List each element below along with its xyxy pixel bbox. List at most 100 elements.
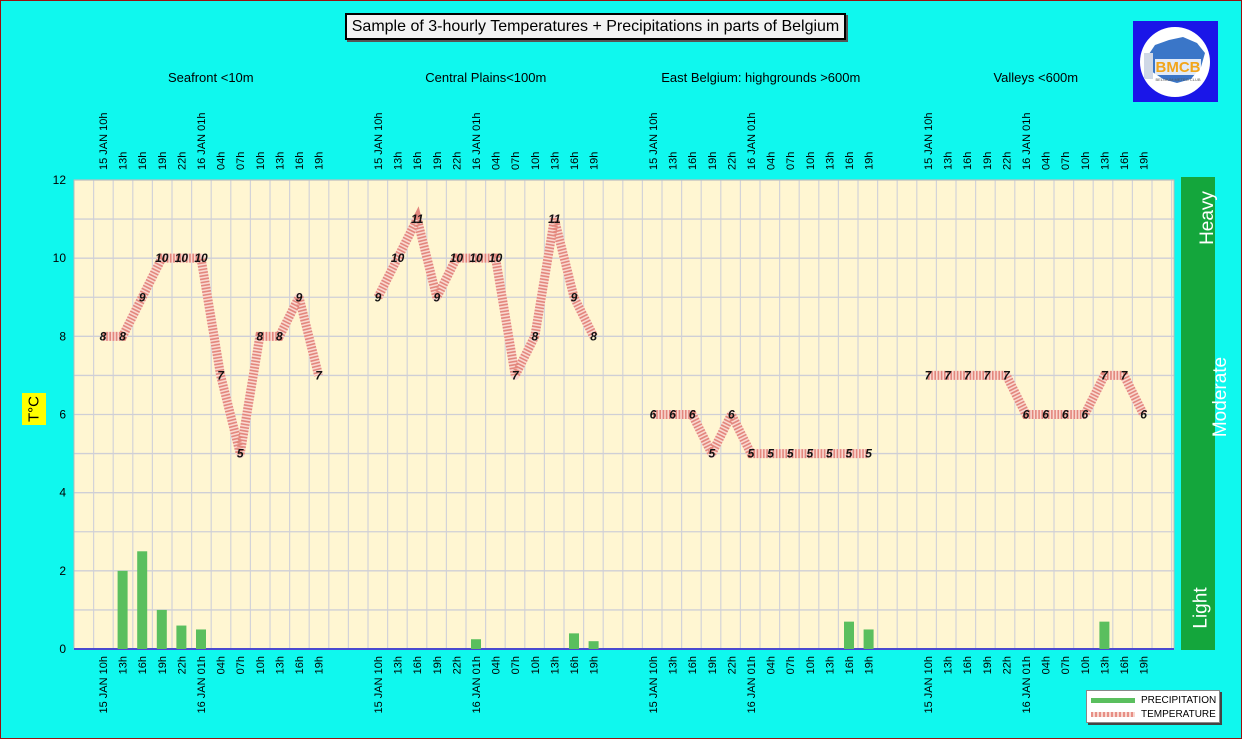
temperature-value-label: 5: [748, 447, 755, 461]
x-tick-label-bottom: 19h: [432, 656, 444, 674]
x-tick-label-top: 13h: [393, 152, 405, 170]
x-tick-label-top: 16 JAN 01h: [196, 113, 208, 170]
x-tick-label-bottom: 16 JAN 01h: [471, 656, 483, 713]
temperature-value-label: 6: [1042, 408, 1049, 422]
legend-precipitation-swatch: [1091, 697, 1135, 703]
temperature-value-label: 5: [787, 447, 794, 461]
y-tick-label: 0: [59, 642, 66, 656]
temperature-line-stripes: [653, 404, 869, 464]
x-tick-label-bottom: 16h: [294, 656, 306, 674]
legend-temperature-label: TEMPERATURE: [1141, 708, 1216, 720]
x-tick-label-top: 16h: [294, 152, 306, 170]
x-tick-label-top: 10h: [805, 152, 817, 170]
temperature-value-label: 6: [1062, 408, 1069, 422]
y-tick-label: 12: [53, 173, 67, 187]
temperature-value-label: 10: [175, 251, 189, 265]
svg-text:BMCB: BMCB: [1156, 59, 1201, 76]
x-tick-label-bottom: 13h: [274, 656, 286, 674]
temperature-value-label: 7: [217, 368, 225, 382]
temperature-value-label: 9: [139, 290, 146, 304]
temperature-value-label: 7: [315, 368, 323, 382]
x-tick-label-top: 15 JAN 10h: [923, 113, 935, 170]
temperature-value-label: 8: [100, 329, 107, 343]
x-tick-label-top: 16h: [962, 152, 974, 170]
temperature-value-label: 9: [433, 290, 440, 304]
temperature-line-stripes: [928, 370, 1148, 419]
region-label: Seafront <10m: [168, 70, 254, 85]
temperature-value-label: 7: [1101, 368, 1109, 382]
x-tick-label-bottom: 16 JAN 01h: [1021, 656, 1033, 713]
y-tick-label: 4: [59, 486, 66, 500]
temperature-value-label: 8: [256, 329, 263, 343]
x-tick-label-top: 22h: [1001, 152, 1013, 170]
x-tick-label-bottom: 16h: [844, 656, 856, 674]
x-tick-label-bottom: 04h: [1041, 656, 1053, 674]
temperature-value-label: 7: [1121, 368, 1129, 382]
x-tick-label-bottom: 13h: [393, 656, 405, 674]
x-tick-label-bottom: 16h: [137, 656, 149, 674]
x-tick-label-top: 16 JAN 01h: [746, 113, 758, 170]
x-tick-label-top: 13h: [943, 152, 955, 170]
x-tick-label-top: 16h: [137, 152, 149, 170]
x-tick-label-top: 16h: [569, 152, 581, 170]
temperature-value-label: 7: [983, 368, 991, 382]
x-tick-label-bottom: 19h: [982, 656, 994, 674]
x-tick-label-bottom: 10h: [530, 656, 542, 674]
x-tick-label-bottom: 04h: [216, 656, 228, 674]
x-tick-label-bottom: 15 JAN 10h: [648, 656, 660, 713]
x-tick-label-top: 19h: [982, 152, 994, 170]
precipitation-bar: [863, 629, 874, 649]
precipitation-bar: [137, 551, 148, 649]
chart-title: Sample of 3-hourly Temperatures + Precip…: [345, 13, 846, 40]
precipitation-bar: [117, 570, 128, 649]
x-tick-label-bottom: 22h: [726, 656, 738, 674]
x-tick-label-top: 10h: [255, 152, 267, 170]
panel: Valleys <600m 15 JAN 10h 15 JAN 10h 13h 13h 1…: [923, 70, 1151, 713]
temperature-value-label: 7: [944, 368, 952, 382]
temperature-value-label: 8: [119, 329, 126, 343]
x-tick-label-bottom: 13h: [824, 656, 836, 674]
x-tick-label-bottom: 15 JAN 10h: [923, 656, 935, 713]
temperature-line-stripes: [373, 206, 598, 390]
temperature-value-label: 6: [650, 408, 657, 422]
temperature-value-label: 10: [489, 251, 503, 265]
x-tick-label-top: 13h: [118, 152, 130, 170]
temperature-value-label: 6: [728, 408, 735, 422]
precipitation-bar: [588, 641, 599, 649]
x-tick-label-bottom: 16 JAN 01h: [746, 656, 758, 713]
x-tick-label-bottom: 16 JAN 01h: [196, 656, 208, 713]
precipitation-bar: [569, 633, 579, 649]
x-tick-label-top: 04h: [1041, 152, 1053, 170]
intensity-scale: Light Moderate Heavy: [1181, 177, 1231, 650]
x-tick-label-top: 15 JAN 10h: [373, 113, 385, 170]
x-tick-label-bottom: 22h: [1001, 656, 1013, 674]
y-axis-label: T°C: [22, 393, 46, 425]
bmcb-logo: BMCB BELGIUM METEO CLUB: [1133, 21, 1218, 102]
y-tick-label: 6: [59, 408, 66, 422]
x-tick-label-top: 07h: [1060, 152, 1072, 170]
x-tick-label-top: 19h: [864, 152, 876, 170]
temperature-value-label: 7: [925, 368, 933, 382]
precipitation-bar: [196, 629, 206, 649]
x-tick-label-bottom: 07h: [510, 656, 522, 674]
x-tick-label-bottom: 07h: [1060, 656, 1072, 674]
temperature-value-label: 10: [194, 251, 208, 265]
x-tick-label-bottom: 13h: [118, 656, 130, 674]
x-tick-label-bottom: 16h: [687, 656, 699, 674]
x-tick-label-top: 10h: [1080, 152, 1092, 170]
region-label: Central Plains<100m: [425, 70, 546, 85]
x-tick-label-bottom: 19h: [157, 656, 169, 674]
precipitation-bar: [156, 609, 167, 649]
temperature-value-label: 7: [1003, 368, 1011, 382]
x-tick-label-bottom: 10h: [805, 656, 817, 674]
chart-legend: PRECIPITATION TEMPERATURE: [1086, 690, 1220, 723]
x-tick-label-top: 13h: [274, 152, 286, 170]
temperature-value-label: 9: [375, 290, 382, 304]
temperature-value-label: 7: [512, 368, 520, 382]
temperature-value-label: 11: [411, 212, 424, 226]
scale-light-label: Light: [1190, 587, 1212, 629]
legend-precipitation-label: PRECIPITATION: [1141, 694, 1217, 706]
x-tick-label-top: 04h: [491, 152, 503, 170]
precipitation-bar: [1099, 621, 1110, 649]
